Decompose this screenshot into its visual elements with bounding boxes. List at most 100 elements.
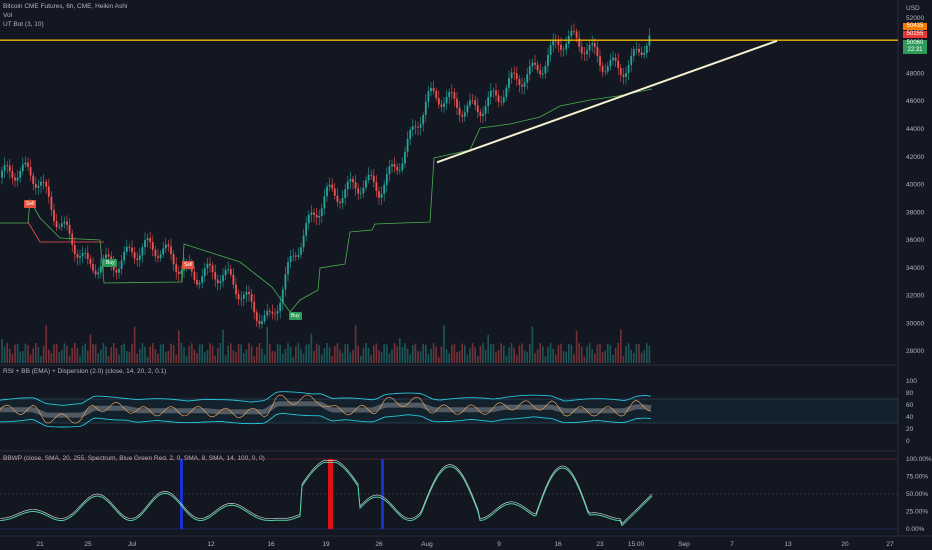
volume-bar [635, 344, 638, 363]
candle-body [487, 96, 490, 107]
candle-body [479, 112, 482, 116]
candle-body [437, 98, 440, 105]
candle-body [34, 183, 37, 188]
volume-bar [539, 343, 541, 363]
volume-bar [417, 351, 419, 363]
volume-bar [24, 343, 27, 363]
volume-bar [620, 329, 622, 363]
volume-bar [508, 347, 510, 363]
volume-bar [404, 343, 406, 363]
price-tick-label: 34000 [906, 265, 924, 272]
candle-body [42, 181, 45, 183]
candle-body [253, 301, 256, 313]
candle-body [193, 271, 196, 280]
volume-bar [339, 349, 341, 363]
candle-body [279, 302, 282, 312]
candle-body [435, 90, 438, 99]
candle-body [180, 270, 183, 274]
candle-body [612, 57, 614, 61]
volume-bar [292, 356, 294, 363]
volume-bar [123, 343, 125, 363]
volume-bar [419, 351, 422, 363]
volume-bar [638, 344, 640, 363]
volume-bar [378, 350, 380, 363]
volume-bar [393, 343, 396, 363]
candle-body [359, 193, 362, 195]
volume-bar [16, 343, 19, 363]
candle-body [570, 30, 573, 36]
candle-body [388, 166, 391, 175]
candle-body [344, 189, 347, 198]
volume-bar [107, 356, 110, 363]
volume-bar [253, 356, 255, 363]
candle-body [391, 164, 393, 167]
volume-bar [505, 355, 508, 363]
candle-body [81, 253, 84, 257]
volume-bar [352, 350, 354, 363]
time-tick-label: 12 [207, 541, 215, 548]
volume-bar [625, 345, 627, 363]
candle-body [164, 244, 167, 249]
volume-bar [435, 346, 437, 363]
candle-body [495, 90, 497, 96]
volume-bar [71, 347, 73, 363]
price-tick-label: 48000 [906, 70, 924, 77]
volume-bar [222, 329, 224, 363]
volume-bar [321, 354, 323, 363]
volume-bar [204, 352, 206, 363]
volume-bar [193, 349, 196, 363]
time-tick-label: 15:00 [628, 541, 645, 548]
volume-bar [430, 348, 432, 363]
volume-bar [250, 346, 253, 363]
candle-body [302, 235, 305, 248]
candle-body [284, 274, 287, 290]
candle-body [424, 101, 427, 115]
candle-body [281, 289, 284, 303]
candle-body [214, 271, 217, 280]
volume-bar [27, 345, 29, 363]
volume-bar [370, 355, 372, 363]
price-tick-label: 40000 [906, 182, 924, 189]
volume-bar [612, 354, 614, 363]
volume-bar [474, 347, 476, 363]
candle-body [385, 174, 388, 185]
candle-body [352, 178, 354, 183]
volume-bar [607, 343, 609, 363]
candle-body [53, 209, 55, 222]
price-tick-label: 38000 [906, 209, 924, 216]
volume-bar [555, 354, 557, 363]
price-tick-label: 32000 [906, 293, 924, 300]
volume-bar [315, 343, 318, 363]
volume-bar [367, 347, 370, 363]
candle-body [125, 246, 128, 252]
time-tick-label: 25 [84, 541, 92, 548]
candle-body [11, 171, 14, 178]
volume-bar [282, 354, 284, 363]
candle-body [619, 67, 622, 75]
volume-bar [45, 325, 47, 363]
volume-bar [591, 349, 593, 363]
candle-body [489, 90, 492, 97]
candle-body [151, 242, 154, 250]
volume-bar [149, 346, 151, 363]
candle-body [448, 92, 451, 97]
volume-bar [354, 325, 357, 363]
volume-bar [386, 344, 388, 363]
volume-bar [594, 353, 596, 363]
candle-body [341, 197, 344, 204]
volume-bar [344, 344, 346, 363]
candle-body [250, 293, 253, 302]
price-tag-middle: 50255 [903, 31, 927, 38]
candle-body [544, 65, 547, 74]
candle-body [375, 182, 378, 192]
candle-body [354, 182, 357, 189]
candle-body [476, 105, 479, 113]
candle-body [411, 126, 414, 130]
volume-bar [643, 349, 645, 363]
volume-bar [484, 349, 487, 363]
candle-body [565, 43, 568, 50]
volume-bar [29, 354, 32, 363]
volume-bar [640, 352, 643, 363]
volume-bar [58, 352, 60, 363]
